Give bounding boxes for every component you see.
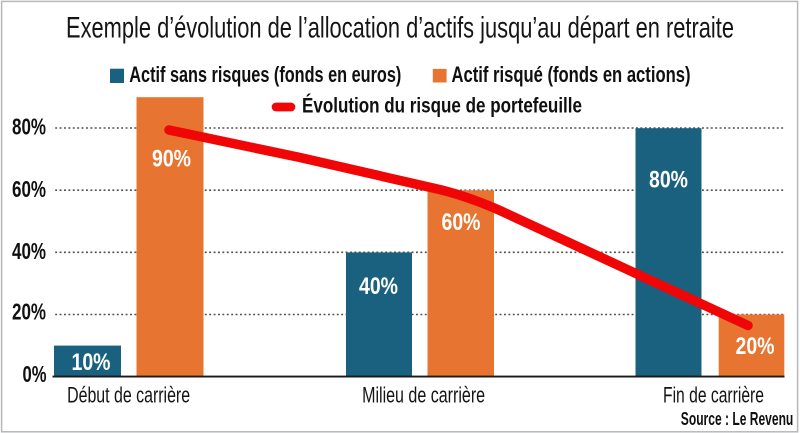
svg-text:Début de carrière: Début de carrière — [67, 383, 190, 408]
svg-text:60%: 60% — [442, 209, 481, 236]
svg-text:60%: 60% — [12, 176, 46, 202]
svg-text:Actif risqué (fonds en actions: Actif risqué (fonds en actions) — [452, 62, 691, 87]
svg-text:Source : Le Revenu: Source : Le Revenu — [681, 409, 794, 429]
svg-text:20%: 20% — [12, 299, 46, 325]
svg-text:Évolution du risque de portefe: Évolution du risque de portefeuille — [302, 94, 582, 117]
svg-text:80%: 80% — [649, 167, 688, 194]
svg-text:20%: 20% — [736, 333, 775, 360]
svg-text:Exemple d’évolution de l’alloc: Exemple d’évolution de l’allocation d’ac… — [66, 12, 734, 45]
svg-text:0%: 0% — [23, 361, 47, 387]
svg-text:10%: 10% — [72, 349, 111, 376]
svg-text:40%: 40% — [359, 273, 398, 300]
svg-text:Actif sans risques (fonds en e: Actif sans risques (fonds en euros) — [129, 62, 401, 87]
svg-text:90%: 90% — [152, 146, 191, 173]
svg-text:Fin de carrière: Fin de carrière — [663, 383, 764, 408]
svg-text:80%: 80% — [12, 114, 46, 140]
svg-text:40%: 40% — [12, 238, 46, 264]
svg-text:Milieu de carrière: Milieu de carrière — [362, 383, 485, 408]
